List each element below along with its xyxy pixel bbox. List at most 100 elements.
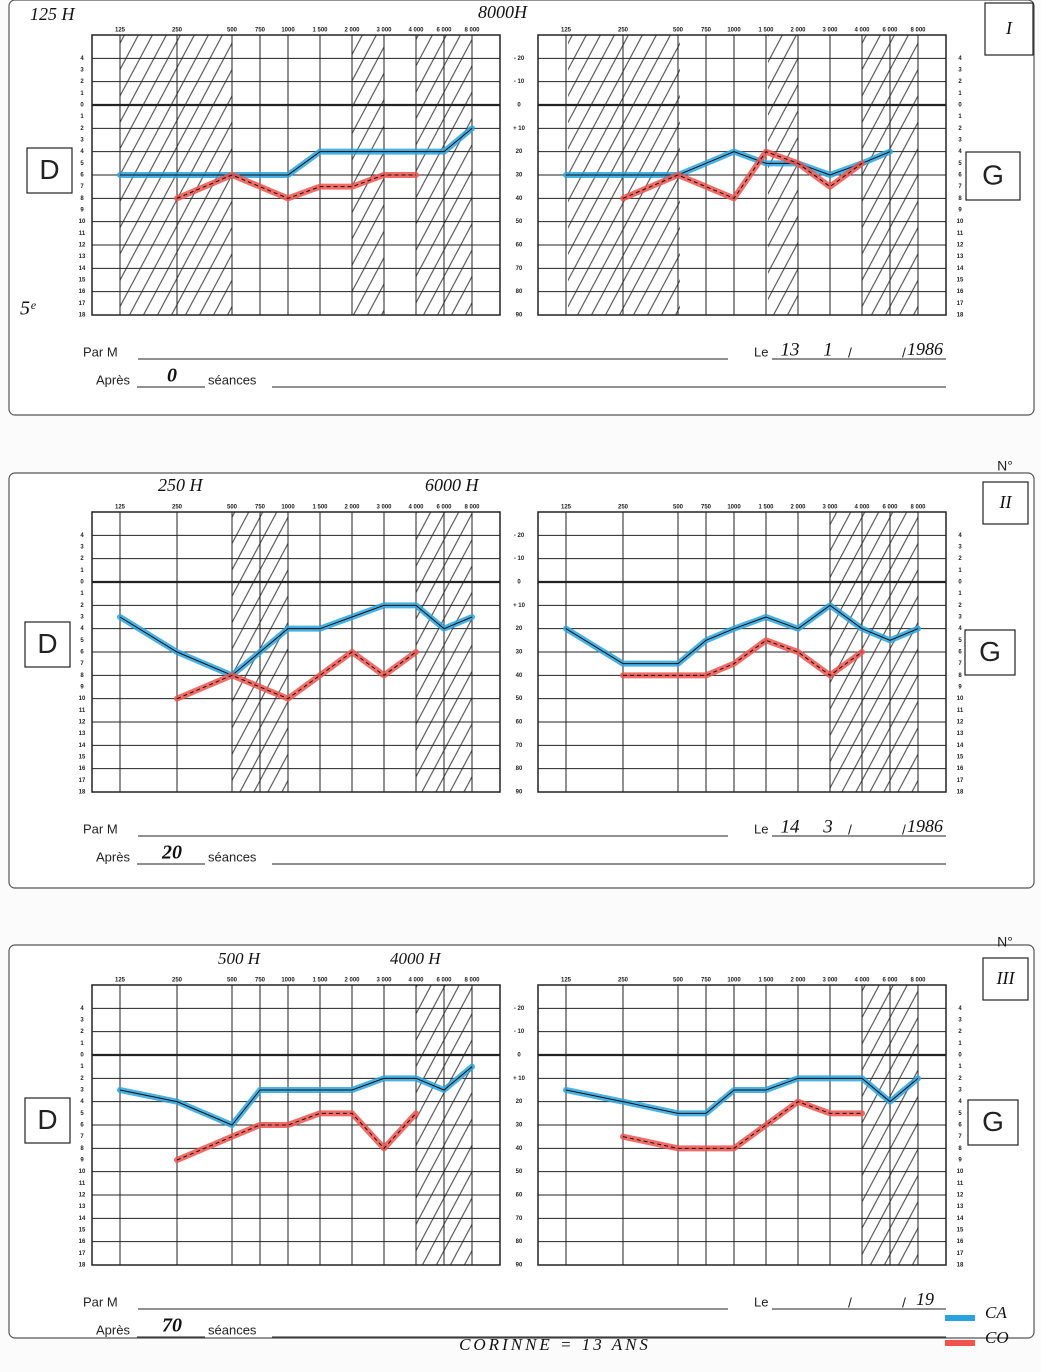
db-label: 70 <box>516 266 523 272</box>
hearing-level-label: 18 <box>79 313 86 319</box>
audiogram: 125 250 500 750 1000 1 500 2 000 3 000 4 000 6 00… <box>79 28 526 319</box>
frequency-label: 2 000 <box>790 28 806 34</box>
panel-number: II <box>999 492 1013 512</box>
frequency-label: 1 500 <box>312 978 328 984</box>
hearing-level-label: 6 <box>80 1123 84 1129</box>
session-count: 70 <box>162 1315 182 1337</box>
hearing-level-label: 3 <box>80 68 84 74</box>
ear-label: D <box>37 1104 57 1135</box>
date-slash: / <box>848 345 852 361</box>
date-slash: / <box>848 1295 852 1311</box>
hearing-level-label: 16 <box>957 1239 964 1245</box>
hearing-level-label: 16 <box>79 289 86 295</box>
hearing-level-label: 10 <box>957 696 964 702</box>
co-pencil <box>176 174 416 199</box>
hearing-level-label: 3 <box>958 138 962 144</box>
hearing-level-label: 13 <box>957 254 964 260</box>
hearing-level-label: 0 <box>958 1053 962 1059</box>
chart-border <box>537 34 947 316</box>
ear-box <box>967 1099 1019 1146</box>
frequency-label: 8 000 <box>464 978 480 984</box>
hearing-level-label: 3 <box>958 1088 962 1094</box>
frequency-label: 125 <box>115 28 126 34</box>
co-pencil <box>176 1112 417 1161</box>
db-label: - 10 <box>514 556 525 562</box>
hearing-level-label: 14 <box>957 266 964 272</box>
hearing-level-label: 7 <box>958 661 962 667</box>
frequency-label: 3 000 <box>822 978 838 984</box>
hearing-level-label: 15 <box>957 1228 964 1234</box>
ca-pencil <box>120 127 473 176</box>
hearing-level-label: 1 <box>80 1064 84 1070</box>
frequency-label: 125 <box>561 978 572 984</box>
ca-pencil <box>565 1077 919 1114</box>
hearing-level-label: 9 <box>80 208 84 214</box>
co-pencil <box>622 1101 862 1149</box>
hearing-level-label: 1 <box>958 1064 962 1070</box>
frequency-label: 500 <box>227 505 238 511</box>
hearing-level-label: 2 <box>958 556 962 562</box>
frequency-label: 2 000 <box>790 978 806 984</box>
co-pencil <box>623 639 863 676</box>
hearing-level-label: 13 <box>79 1204 86 1210</box>
hearing-level-label: 9 <box>80 1158 84 1164</box>
hearing-level-label: 1 <box>80 1041 84 1047</box>
frequency-label: 500 <box>227 28 238 34</box>
hearing-level-label: 16 <box>79 766 86 772</box>
audiogram: 125 250 500 750 1000 1 500 2 000 3 000 4 000 6 00… <box>537 978 964 1269</box>
ca-pencil <box>566 151 891 176</box>
hearing-level-label: 0 <box>80 1053 84 1059</box>
apres-label: Après <box>96 372 130 387</box>
db-label: - 10 <box>514 1029 525 1035</box>
db-label: 30 <box>516 173 523 179</box>
date-label: Le <box>754 821 768 836</box>
frequency-label: 125 <box>115 978 126 984</box>
panel-number: III <box>996 968 1016 988</box>
hearing-level-label: 8 <box>80 196 84 202</box>
co-pencil <box>176 651 417 700</box>
hearing-level-label: 9 <box>958 685 962 691</box>
frequency-label: 500 <box>227 978 238 984</box>
date-slash: / <box>902 1295 906 1311</box>
frequency-label: 8 000 <box>910 28 926 34</box>
frequency-label: 125 <box>115 505 126 511</box>
date-slash: / <box>902 345 906 361</box>
hearing-level-label: 1 <box>80 91 84 97</box>
frequency-label: 4 000 <box>854 505 870 511</box>
frequency-label: 1 500 <box>312 505 328 511</box>
hearing-level-label: 2 <box>80 556 84 562</box>
audiogram: 125 250 500 750 1000 1 500 2 000 3 000 4 000 6 00… <box>537 505 964 796</box>
ear-box <box>26 147 73 194</box>
hearing-level-label: 0 <box>958 580 962 586</box>
legend-label: CA <box>985 1303 1007 1322</box>
hearing-level-label: 8 <box>958 196 962 202</box>
hearing-level-label: 5 <box>80 161 84 167</box>
ear-label: G <box>982 159 1004 190</box>
chart-border <box>91 34 501 316</box>
frequency-label: 1000 <box>727 28 741 34</box>
chart-border <box>91 511 501 793</box>
hearing-level-label: 2 <box>80 79 84 85</box>
hearing-level-label: 11 <box>957 231 964 237</box>
hearing-level-label: 2 <box>80 1076 84 1082</box>
date-label: Le <box>754 344 768 359</box>
hearing-level-label: 10 <box>957 1169 964 1175</box>
frequency-label: 3 000 <box>822 28 838 34</box>
frequency-label: 750 <box>701 978 712 984</box>
session-count: 0 <box>167 365 177 387</box>
hearing-level-label: 8 <box>80 673 84 679</box>
hearing-level-label: 14 <box>79 743 86 749</box>
hearing-level-label: 0 <box>958 103 962 109</box>
hearing-level-label: 1 <box>958 91 962 97</box>
frequency-label: 4 000 <box>408 978 424 984</box>
ear-box <box>24 621 71 668</box>
db-label: 0 <box>517 103 521 109</box>
frequency-label: 3 000 <box>376 28 392 34</box>
hearing-level-label: 4 <box>80 1099 84 1105</box>
date-day: 14 <box>781 816 801 837</box>
ear-label: D <box>39 154 59 185</box>
panel-number: I <box>1005 18 1013 38</box>
hearing-level-label: 16 <box>79 1239 86 1245</box>
frequency-label: 1000 <box>281 505 295 511</box>
db-label: + 10 <box>513 603 526 609</box>
